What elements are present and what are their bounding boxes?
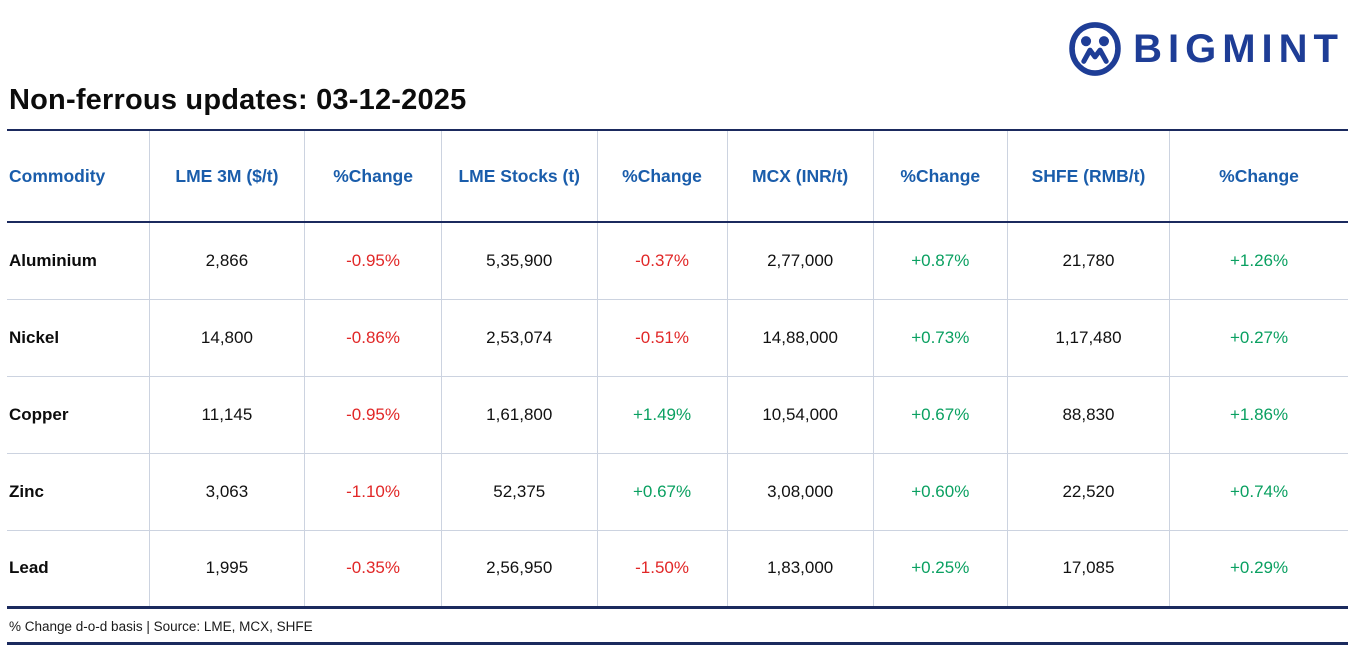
value-cell: 88,830 [1007, 376, 1171, 454]
column-header: MCX (INR/t) [727, 130, 874, 223]
commodity-name: Lead [7, 530, 150, 607]
bigmint-logo: BIGMINT [1067, 21, 1344, 77]
change-cell: -0.35% [304, 530, 442, 607]
page-title: Non-ferrous updates: 03-12-2025 [9, 84, 467, 116]
column-header: %Change [1169, 130, 1348, 223]
table-row: Nickel 14,800 -0.86% 2,53,074 -0.51% 14,88,00… [7, 299, 1348, 377]
table-row: Zinc 3,063 -1.10% 52,375 +0.67% 3,08,000 +0.60… [7, 453, 1348, 531]
value-cell: 21,780 [1007, 222, 1171, 300]
change-cell: -1.10% [304, 453, 442, 531]
value-cell: 2,866 [149, 222, 306, 300]
value-cell: 11,145 [149, 376, 306, 454]
column-header-commodity: Commodity [7, 130, 150, 223]
commodity-name: Nickel [7, 299, 150, 377]
column-header: %Change [873, 130, 1008, 223]
value-cell: 10,54,000 [727, 376, 874, 454]
value-cell: 14,800 [149, 299, 306, 377]
column-header: LME 3M ($/t) [149, 130, 306, 223]
table-row: Lead 1,995 -0.35% 2,56,950 -1.50% 1,83,000 +0.… [7, 530, 1348, 607]
change-cell: +1.49% [597, 376, 728, 454]
value-cell: 22,520 [1007, 453, 1171, 531]
column-header: LME Stocks (t) [441, 130, 598, 223]
change-cell: +0.67% [597, 453, 728, 531]
value-cell: 3,08,000 [727, 453, 874, 531]
change-cell: -0.95% [304, 376, 442, 454]
change-cell: +0.29% [1169, 530, 1348, 607]
column-header: %Change [304, 130, 442, 223]
change-cell: +0.87% [873, 222, 1008, 300]
bigmint-logo-icon [1069, 22, 1121, 76]
value-cell: 1,17,480 [1007, 299, 1171, 377]
change-cell: +0.73% [873, 299, 1008, 377]
value-cell: 1,61,800 [441, 376, 598, 454]
footer-note: % Change d-o-d basis | Source: LME, MCX,… [9, 619, 313, 634]
change-cell: +0.27% [1169, 299, 1348, 377]
table-row: Aluminium 2,866 -0.95% 5,35,900 -0.37% 2,77,0… [7, 222, 1348, 300]
change-cell: -0.95% [304, 222, 442, 300]
value-cell: 1,83,000 [727, 530, 874, 607]
column-header: %Change [597, 130, 728, 223]
change-cell: +0.74% [1169, 453, 1348, 531]
change-cell: -0.86% [304, 299, 442, 377]
table-header-row: Commodity LME 3M ($/t) %Change LME Stocks (… [7, 130, 1348, 223]
change-cell: +0.60% [873, 453, 1008, 531]
column-header: SHFE (RMB/t) [1007, 130, 1171, 223]
value-cell: 14,88,000 [727, 299, 874, 377]
value-cell: 1,995 [149, 530, 306, 607]
bottom-divider [7, 642, 1348, 645]
change-cell: -0.51% [597, 299, 728, 377]
value-cell: 5,35,900 [441, 222, 598, 300]
bigmint-logo-text: BIGMINT [1133, 27, 1344, 71]
logo-row: BIGMINT [7, 0, 1348, 82]
value-cell: 3,063 [149, 453, 306, 531]
commodity-name: Zinc [7, 453, 150, 531]
change-cell: +0.25% [873, 530, 1008, 607]
value-cell: 2,53,074 [441, 299, 598, 377]
change-cell: -1.50% [597, 530, 728, 607]
value-cell: 52,375 [441, 453, 598, 531]
value-cell: 2,77,000 [727, 222, 874, 300]
commodity-table: Commodity LME 3M ($/t) %Change LME Stocks (… [7, 129, 1348, 609]
table-row: Copper 11,145 -0.95% 1,61,800 +1.49% 10,54,00… [7, 376, 1348, 454]
table-body: Aluminium 2,866 -0.95% 5,35,900 -0.37% 2,77,0… [7, 222, 1348, 607]
change-cell: -0.37% [597, 222, 728, 300]
change-cell: +1.86% [1169, 376, 1348, 454]
change-cell: +0.67% [873, 376, 1008, 454]
change-cell: +1.26% [1169, 222, 1348, 300]
commodity-name: Aluminium [7, 222, 150, 300]
commodity-name: Copper [7, 376, 150, 454]
value-cell: 17,085 [1007, 530, 1171, 607]
value-cell: 2,56,950 [441, 530, 598, 607]
